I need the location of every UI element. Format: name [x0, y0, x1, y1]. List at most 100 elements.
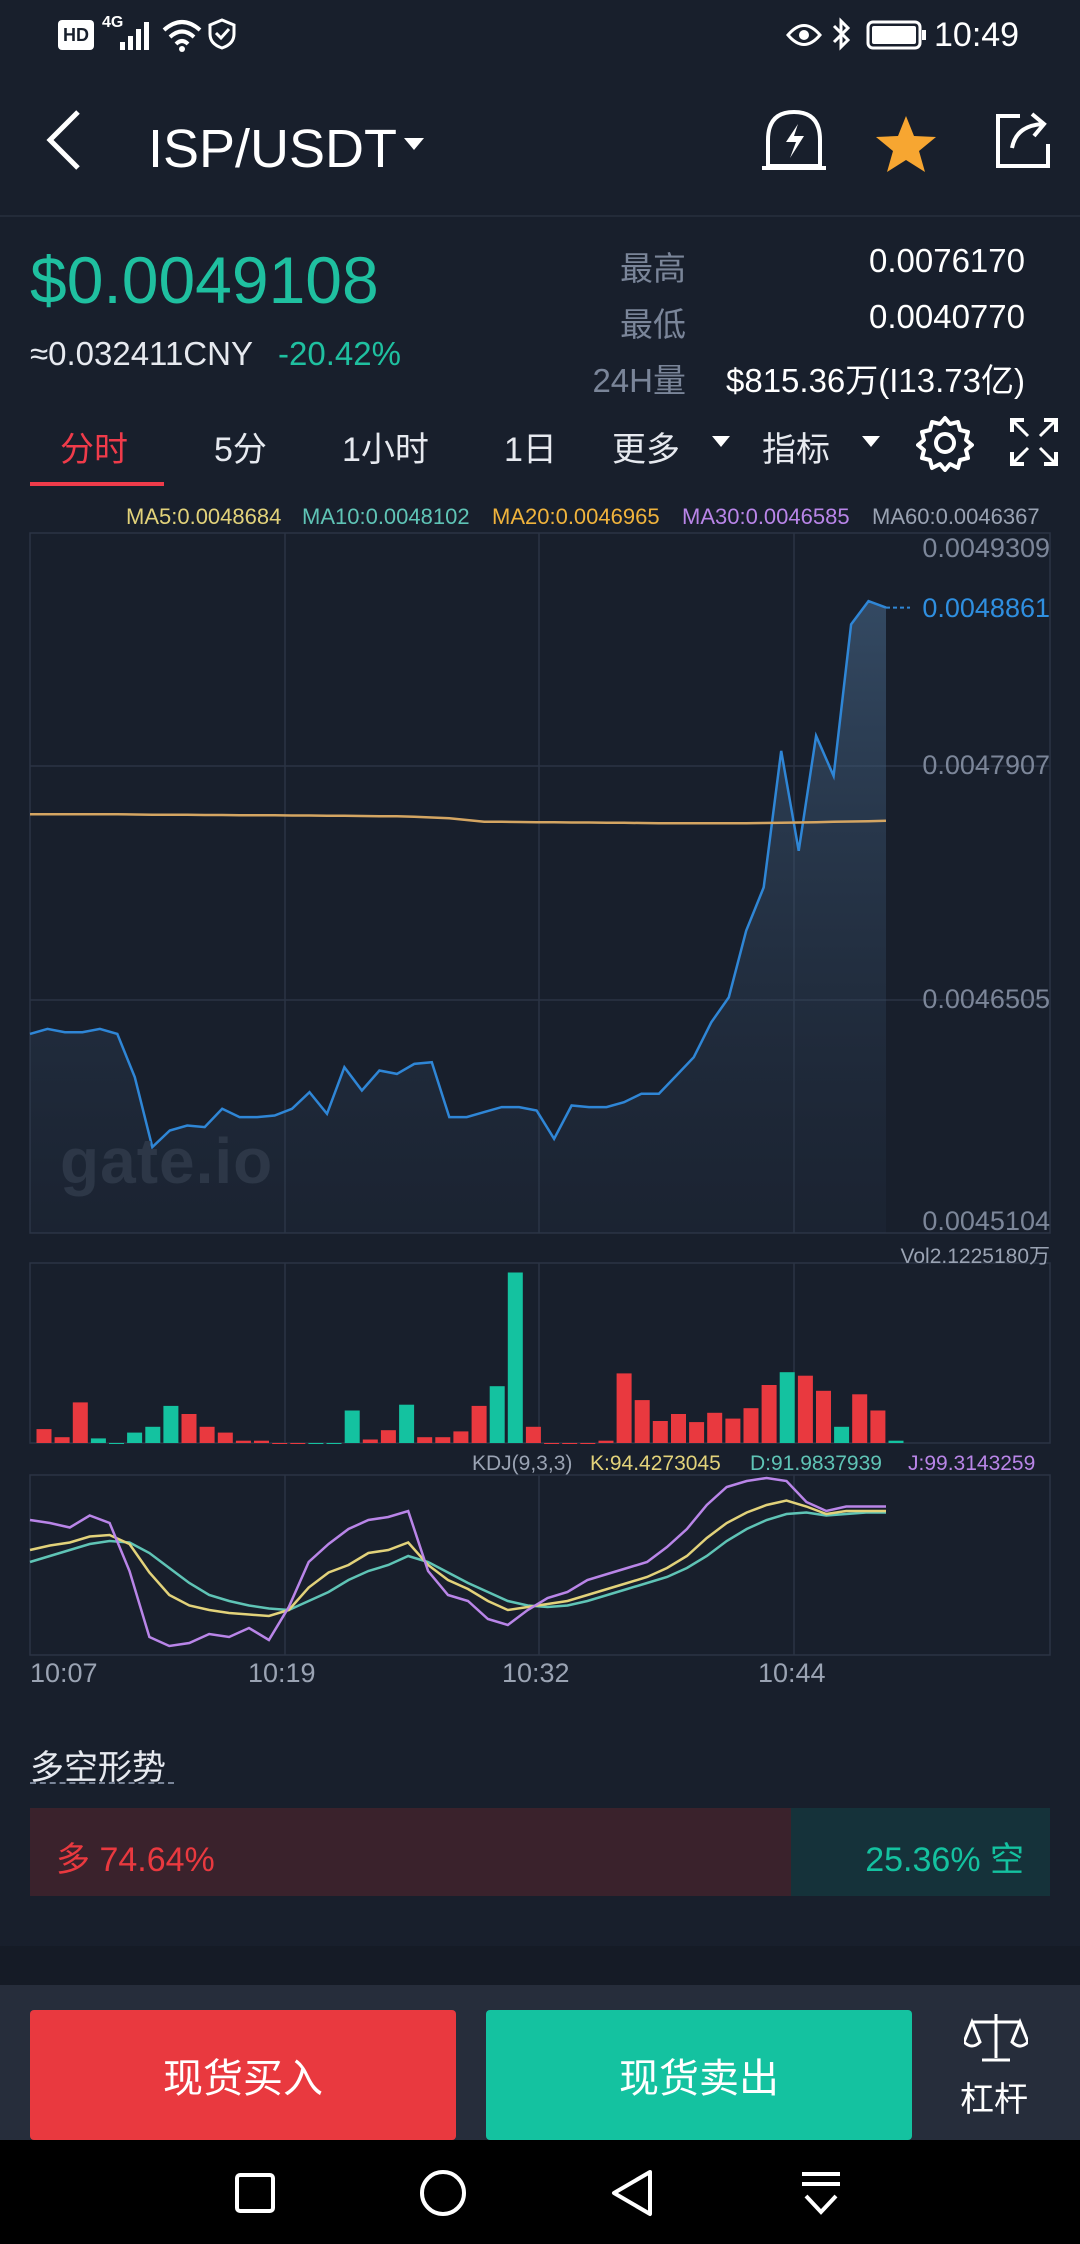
volume-bar [308, 1443, 324, 1444]
low-label: 最低 [620, 306, 686, 343]
low-value: 0.0040770 [869, 298, 1025, 335]
indicator-dropdown-icon[interactable] [862, 436, 880, 448]
long-short-title-underline [30, 1782, 174, 1784]
kdj-frame [29, 1474, 1051, 1656]
volume-bar [489, 1386, 505, 1443]
more-dropdown-icon[interactable] [712, 436, 730, 448]
ma10-legend: MA10:0.0048102 [302, 504, 470, 529]
long-label: 多 74.64% [56, 1841, 215, 1879]
high-value: 0.0076170 [869, 242, 1025, 279]
kdj-d-line [29, 1511, 886, 1612]
ma-line [30, 812, 887, 825]
kdj-k-legend: K:94.4273045 [590, 1452, 721, 1475]
volume-bar [362, 1439, 378, 1443]
volume-bar [797, 1375, 813, 1443]
header: ISP/USDT [0, 70, 1080, 215]
pair-dropdown-icon[interactable] [404, 138, 424, 152]
price-change: -20.42% [278, 335, 401, 372]
volume-bar [598, 1440, 614, 1443]
high-label: 最高 [620, 250, 686, 287]
volume-bar [109, 1443, 124, 1444]
volume-bar [326, 1443, 342, 1444]
volume-bar [525, 1426, 541, 1443]
kdj-j-legend: J:99.3143259 [908, 1452, 1036, 1475]
tab-timeshare[interactable]: 分时 [60, 431, 128, 469]
volume-bar [471, 1405, 487, 1443]
price-line [29, 599, 887, 1150]
star-icon[interactable] [874, 114, 938, 174]
price-chart[interactable] [0, 530, 1080, 1680]
tab-1hour[interactable]: 1小时 [342, 431, 429, 469]
volume-bar [435, 1437, 451, 1443]
x-tick-1: 10:19 [248, 1658, 316, 1688]
volume-bar [707, 1412, 723, 1443]
volume-bar [54, 1437, 70, 1443]
signal-icon [120, 22, 149, 50]
ma20-legend: MA20:0.0046965 [492, 504, 660, 529]
volume-bar [634, 1400, 650, 1443]
status-bar: HD 4G 10:49 [0, 0, 1080, 70]
y-tick-1: 0.0047907 [922, 750, 1050, 780]
volume-bar [689, 1422, 705, 1443]
volume-bar [779, 1372, 795, 1443]
x-tick-3: 10:44 [758, 1658, 826, 1688]
long-short-bar: 多 74.64% 25.36% 空 [30, 1808, 1050, 1896]
battery-icon [866, 20, 926, 50]
ma5-legend: MA5:0.0048684 [126, 504, 282, 529]
cny-price: ≈0.032411CNY [30, 335, 253, 372]
volume-bar [72, 1402, 88, 1443]
volume-bar [290, 1443, 306, 1444]
volume-bar [616, 1373, 632, 1443]
scale-icon[interactable] [964, 2010, 1028, 2066]
volume-bar [870, 1410, 886, 1443]
kdj-d-legend: D:91.9837939 [750, 1452, 882, 1475]
share-icon[interactable] [990, 108, 1056, 174]
eye-icon [786, 24, 822, 46]
price-alert-bell-icon[interactable] [758, 104, 830, 178]
section-divider [0, 1946, 1080, 1985]
volume-bar [743, 1408, 759, 1443]
volume-bar [580, 1443, 596, 1444]
y-tick-3: 0.0045104 [922, 1206, 1050, 1236]
short-bar [791, 1808, 1050, 1896]
volume-bar [344, 1410, 360, 1443]
volume-bar [816, 1390, 831, 1443]
watermark: gate.io [60, 1125, 274, 1197]
volume-bar [671, 1414, 686, 1443]
y-tick-0: 0.0049309 [922, 533, 1050, 563]
hd-badge: HD [58, 20, 94, 50]
volume-bar [181, 1414, 197, 1443]
tab-5min[interactable]: 5分 [214, 431, 267, 469]
volume-bar [453, 1431, 469, 1443]
fullscreen-icon[interactable] [1010, 418, 1058, 466]
gear-icon[interactable] [916, 414, 974, 472]
y-tick-2: 0.0046505 [922, 984, 1050, 1014]
volume-bar [652, 1421, 668, 1443]
bluetooth-icon [832, 17, 851, 51]
tab-1day[interactable]: 1日 [504, 431, 557, 469]
spot-sell-button[interactable]: 现货卖出 [486, 2010, 912, 2140]
tab-active-underline [30, 482, 164, 486]
volume-bar [235, 1440, 251, 1443]
recent-apps-icon[interactable] [234, 2172, 276, 2214]
back-icon[interactable] [608, 2168, 656, 2218]
spot-buy-button[interactable]: 现货买入 [30, 2010, 456, 2140]
kdj-j-line [29, 1476, 886, 1648]
home-icon[interactable] [418, 2168, 468, 2218]
volume-bar [272, 1443, 288, 1444]
ma30-legend: MA30:0.0046585 [682, 504, 850, 529]
tab-indicator[interactable]: 指标 [762, 431, 830, 469]
notification-drawer-icon[interactable] [798, 2170, 844, 2218]
kdj-k-line [29, 1499, 886, 1618]
current-price-label: 0.0048861 [922, 593, 1050, 623]
volume-bar [399, 1404, 415, 1443]
volume-value: $815.36万(I13.73亿) [725, 362, 1025, 399]
long-short-title[interactable]: 多空形势 [30, 1749, 166, 1787]
pair-title[interactable]: ISP/USDT [148, 119, 398, 179]
volume-label: 24H量 [592, 362, 686, 399]
back-arrow-icon[interactable] [44, 108, 84, 172]
volume-legend: Vol2.1225180万 [900, 1245, 1050, 1268]
tab-more[interactable]: 更多 [612, 431, 680, 469]
ma60-legend: MA60:0.0046367 [872, 504, 1040, 529]
leverage-label[interactable]: 杠杆 [960, 2081, 1028, 2119]
